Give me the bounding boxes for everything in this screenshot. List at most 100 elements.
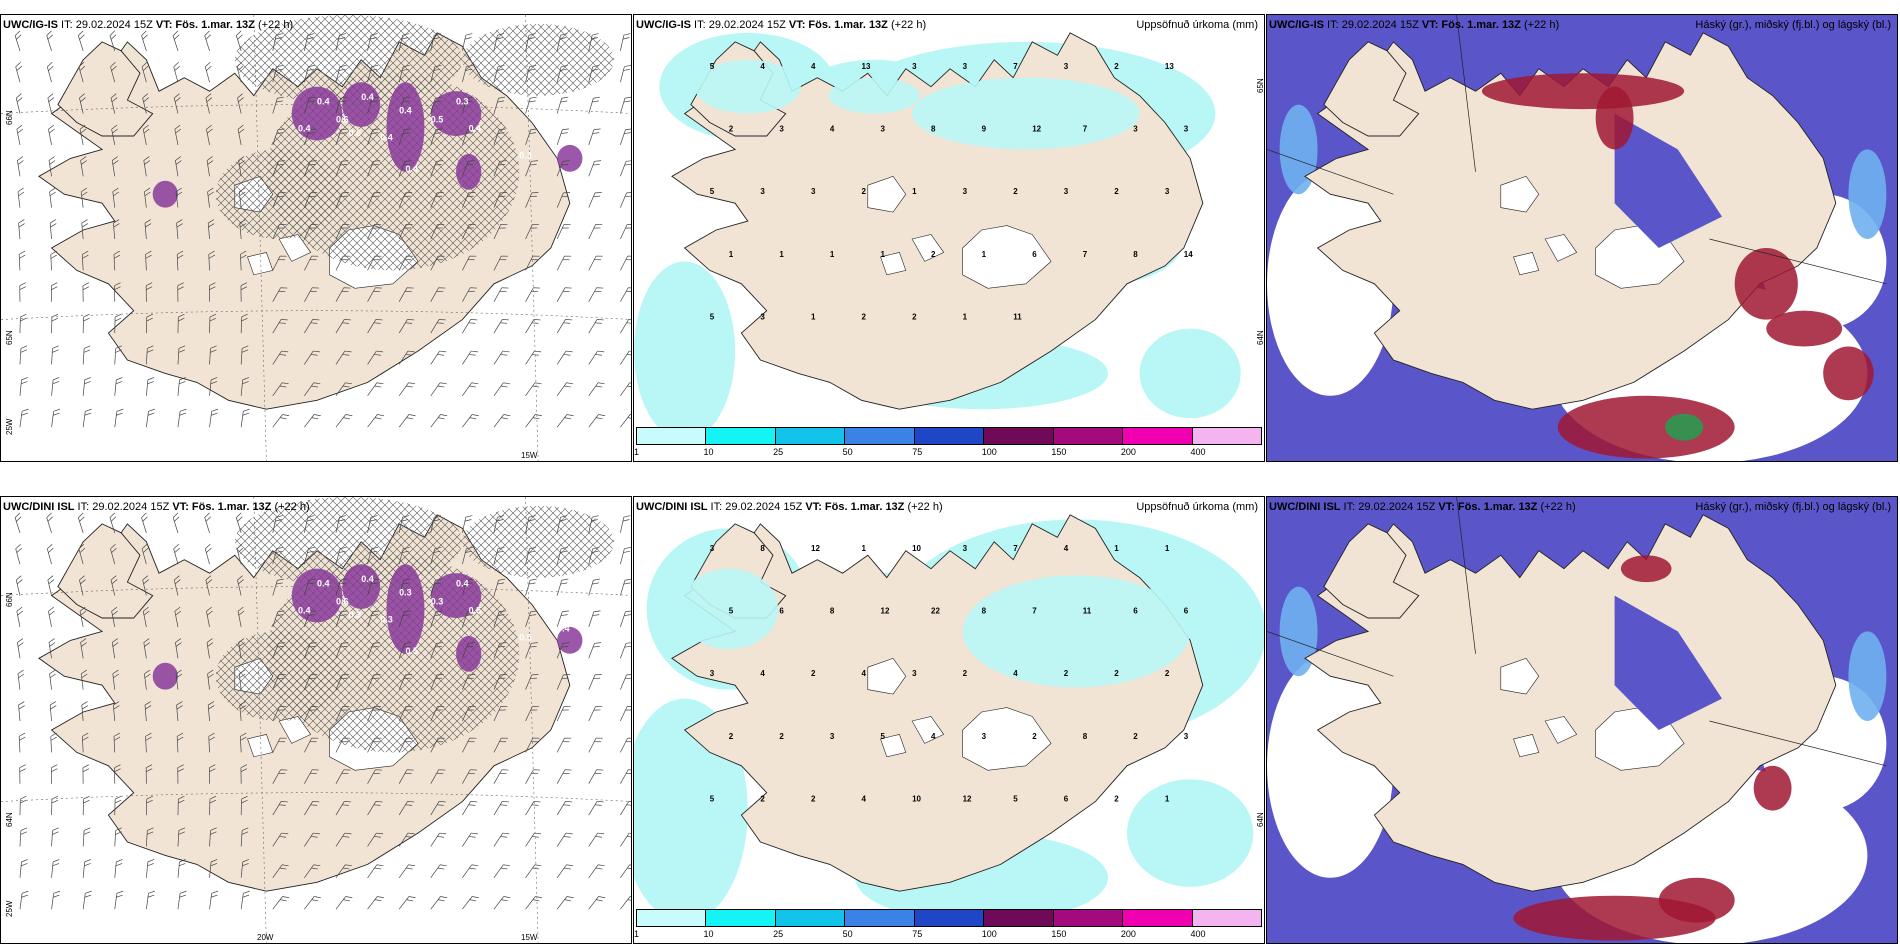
precip-value: 2 bbox=[862, 187, 867, 196]
wind-barb bbox=[14, 512, 22, 533]
wind-barb bbox=[462, 33, 473, 51]
icing-area bbox=[456, 153, 482, 190]
wind-barb bbox=[208, 764, 216, 784]
precip-value: 2 bbox=[811, 669, 816, 678]
wind-barb bbox=[556, 674, 571, 690]
wind-barb bbox=[462, 642, 475, 659]
precip-value: 1 bbox=[1114, 544, 1119, 553]
wind-barb bbox=[620, 160, 631, 177]
wind-barb bbox=[335, 350, 352, 365]
wind-barb bbox=[304, 287, 319, 302]
model-name: UWC/DINI ISL bbox=[1269, 501, 1341, 513]
precip-value: 3 bbox=[963, 62, 968, 71]
wind-barb bbox=[462, 255, 477, 271]
westfjords-landmass bbox=[57, 523, 154, 619]
wind-barb bbox=[49, 187, 56, 208]
lead-time: (+22 h) bbox=[271, 501, 310, 513]
precip-value: 1 bbox=[1165, 795, 1170, 804]
precip-value: 10 bbox=[912, 544, 921, 553]
wind-barb bbox=[367, 737, 382, 753]
wind-barb bbox=[367, 801, 383, 816]
precip-value: 8 bbox=[1133, 250, 1138, 259]
wind-barb bbox=[237, 124, 245, 145]
wind-barb bbox=[143, 638, 151, 659]
model-name: UWC/IG-IS bbox=[3, 19, 58, 31]
precip-value: 2 bbox=[811, 795, 816, 804]
wind-barb bbox=[114, 795, 122, 816]
precip-value: 10 bbox=[912, 795, 921, 804]
wind-barb bbox=[493, 642, 507, 659]
icing-area bbox=[430, 573, 482, 618]
wind-barb bbox=[304, 515, 315, 533]
wind-barb bbox=[556, 192, 571, 208]
wind-barb bbox=[114, 890, 124, 910]
wind-barb bbox=[82, 827, 91, 847]
glacier-outline bbox=[1513, 734, 1540, 758]
wind-barb bbox=[493, 192, 507, 208]
wind-barb bbox=[304, 223, 318, 240]
precip-value: 13 bbox=[1165, 62, 1174, 71]
init-time: IT: 29.02.2024 15Z bbox=[74, 501, 173, 513]
wind-barb bbox=[238, 669, 246, 690]
icing-value: 0.4 bbox=[361, 92, 374, 102]
precip-value: 7 bbox=[1013, 544, 1018, 553]
wind-barb bbox=[620, 414, 631, 428]
wind-barb bbox=[177, 795, 185, 816]
map-canvas: 0.4 0.6 0.4 0.3 0.3 0.4 0.5 0.5 0.3 0.4 0.3 0.5 0.4 bbox=[1, 497, 631, 943]
icing-value: 0.3 bbox=[456, 97, 469, 107]
wind-barb bbox=[367, 515, 378, 533]
precip-area bbox=[694, 59, 801, 114]
glacier-outline bbox=[962, 707, 1052, 771]
precip-value: 2 bbox=[729, 732, 734, 741]
wind-barb bbox=[525, 287, 541, 302]
wind-barb bbox=[556, 610, 569, 628]
axis-label: 66N bbox=[5, 592, 14, 607]
precip-value: 3 bbox=[710, 669, 715, 678]
colorbar-segment bbox=[1192, 910, 1261, 926]
wind-barb bbox=[493, 515, 504, 533]
precip-value: 3 bbox=[1184, 732, 1189, 741]
low-cloud-over-land bbox=[1614, 113, 1722, 248]
axis-label: 66N bbox=[5, 110, 14, 125]
wind-barb bbox=[620, 64, 631, 83]
wind-barb bbox=[556, 705, 571, 722]
wind-barb bbox=[19, 827, 28, 847]
wind-barb bbox=[462, 350, 478, 365]
wind-barb bbox=[430, 64, 442, 83]
precip-value: 7 bbox=[1083, 125, 1088, 134]
wind-barb bbox=[556, 515, 568, 533]
wind-barb bbox=[110, 62, 117, 83]
colorbar-segment bbox=[845, 910, 915, 926]
wind-barb bbox=[525, 642, 538, 659]
wind-barb bbox=[398, 832, 415, 847]
wind-barb bbox=[238, 187, 246, 208]
wind-barb bbox=[51, 795, 59, 816]
wind-barb bbox=[462, 96, 474, 114]
wind-barb bbox=[556, 128, 569, 146]
init-time: IT: 29.02.2024 15Z bbox=[1324, 19, 1422, 31]
wind-barb bbox=[493, 769, 509, 784]
wind-barb bbox=[525, 610, 538, 628]
wind-barb bbox=[462, 705, 476, 722]
glacier-outline bbox=[867, 175, 907, 213]
mid-cloud-edge bbox=[1279, 104, 1318, 195]
wind-barb bbox=[114, 282, 121, 302]
wind-barb bbox=[304, 382, 321, 397]
wind-barb bbox=[556, 319, 573, 334]
wind-barb bbox=[335, 769, 351, 784]
wind-barb bbox=[77, 512, 85, 533]
wind-barb bbox=[398, 64, 410, 83]
wind-barb bbox=[588, 832, 605, 847]
wind-barb bbox=[173, 93, 181, 114]
wind-barb bbox=[49, 669, 56, 690]
wind-barb bbox=[240, 250, 247, 271]
wind-barb bbox=[304, 255, 319, 271]
precip-value: 12 bbox=[963, 795, 972, 804]
wind-barb bbox=[335, 705, 350, 722]
wind-barb bbox=[588, 801, 604, 816]
precip-area bbox=[634, 261, 736, 441]
wind-barb bbox=[620, 578, 631, 596]
glacier-outline bbox=[1500, 657, 1540, 695]
wind-barb bbox=[272, 801, 288, 816]
wind-barb bbox=[109, 512, 117, 533]
